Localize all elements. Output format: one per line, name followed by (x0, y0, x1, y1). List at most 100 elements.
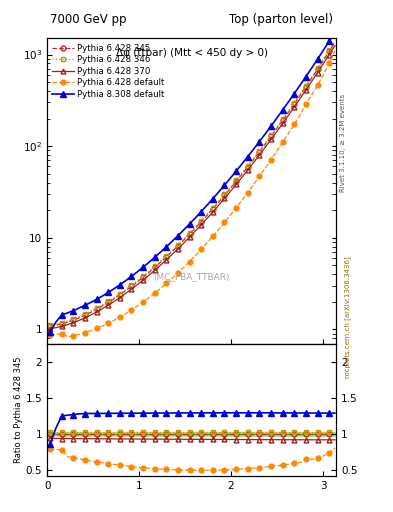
Pythia 6.428 345 (77, 315, 81, 321)
Pythia 6.428 default (164, 281, 169, 287)
Pythia 6.428 345 (251, 156, 256, 162)
Pythia 8.308 default (176, 232, 180, 239)
Pythia 6.428 345 (123, 288, 128, 294)
Pythia 6.428 346 (187, 230, 192, 236)
Pythia 6.428 345 (309, 75, 314, 81)
Pythia 6.428 345 (286, 109, 291, 115)
Line: Pythia 6.428 370: Pythia 6.428 370 (48, 43, 337, 331)
Bar (47, 432, 336, 436)
Pythia 8.308 default (251, 146, 256, 152)
Pythia 6.428 default (292, 121, 297, 127)
Pythia 6.428 346 (112, 294, 116, 301)
Pythia 6.428 default (315, 82, 320, 89)
Pythia 8.308 default (280, 107, 285, 113)
Pythia 6.428 default (321, 72, 326, 78)
Pythia 6.428 345 (240, 171, 244, 177)
Legend: Pythia 6.428 345, Pythia 6.428 346, Pythia 6.428 370, Pythia 6.428 default, Pyth: Pythia 6.428 345, Pythia 6.428 346, Pyth… (49, 40, 168, 102)
Pythia 6.428 370 (88, 312, 93, 318)
Pythia 8.308 default (182, 227, 186, 233)
Pythia 6.428 default (118, 314, 122, 320)
Pythia 6.428 370 (263, 144, 268, 151)
Pythia 6.428 370 (211, 209, 215, 215)
Line: Pythia 6.428 346: Pythia 6.428 346 (48, 39, 337, 327)
Pythia 8.308 default (112, 286, 116, 292)
Pythia 6.428 default (48, 332, 52, 338)
Pythia 6.428 346 (298, 91, 303, 97)
Pythia 6.428 370 (199, 222, 204, 228)
Pythia 8.308 default (332, 29, 337, 35)
Pythia 6.428 370 (147, 272, 151, 279)
Pythia 6.428 default (59, 330, 64, 336)
Pythia 6.428 default (309, 92, 314, 98)
Pythia 6.428 default (286, 131, 291, 137)
Pythia 6.428 345 (141, 274, 145, 281)
Pythia 6.428 346 (303, 82, 308, 89)
Pythia 6.428 346 (240, 170, 244, 176)
Pythia 6.428 346 (71, 316, 76, 322)
Pythia 6.428 370 (53, 325, 58, 331)
Pythia 6.428 default (53, 331, 58, 337)
Pythia 6.428 346 (83, 311, 87, 317)
Pythia 6.428 346 (59, 319, 64, 326)
Pythia 6.428 default (170, 275, 174, 282)
Pythia 6.428 346 (292, 99, 297, 105)
Pythia 6.428 345 (59, 321, 64, 327)
Pythia 6.428 345 (65, 319, 70, 325)
Pythia 8.308 default (123, 278, 128, 284)
Pythia 6.428 345 (135, 279, 140, 285)
Pythia 6.428 346 (141, 273, 145, 279)
Pythia 8.308 default (77, 305, 81, 311)
Pythia 6.428 370 (187, 234, 192, 240)
Pythia 6.428 default (274, 148, 279, 154)
Pythia 8.308 default (303, 74, 308, 80)
Pythia 6.428 346 (332, 38, 337, 44)
Pythia 8.308 default (315, 56, 320, 62)
Pythia 6.428 370 (298, 96, 303, 102)
Pythia 8.308 default (292, 91, 297, 97)
Pythia 6.428 345 (118, 292, 122, 298)
Pythia 8.308 default (170, 238, 174, 244)
Pythia 6.428 346 (269, 132, 274, 138)
Pythia 8.308 default (199, 208, 204, 215)
Pythia 6.428 346 (170, 247, 174, 253)
Pythia 6.428 default (280, 139, 285, 145)
Pythia 6.428 346 (118, 291, 122, 297)
Pythia 6.428 346 (164, 253, 169, 259)
Pythia 6.428 345 (222, 193, 227, 199)
Pythia 6.428 346 (199, 218, 204, 224)
Pythia 6.428 345 (332, 39, 337, 46)
Pythia 6.428 346 (158, 258, 163, 264)
Pythia 6.428 default (205, 240, 209, 246)
Pythia 6.428 345 (152, 264, 157, 270)
Pythia 6.428 370 (100, 306, 105, 312)
Pythia 6.428 346 (309, 74, 314, 80)
Pythia 6.428 346 (48, 322, 52, 328)
Pythia 8.308 default (158, 249, 163, 255)
Pythia 6.428 default (332, 48, 337, 54)
Pythia 6.428 370 (48, 326, 52, 332)
Pythia 6.428 370 (106, 302, 110, 308)
Pythia 6.428 370 (129, 286, 134, 292)
Pythia 6.428 default (303, 101, 308, 107)
Pythia 6.428 370 (164, 257, 169, 263)
Pythia 6.428 370 (327, 52, 331, 58)
Pythia 8.308 default (187, 221, 192, 227)
Pythia 6.428 default (112, 317, 116, 324)
Pythia 6.428 345 (292, 101, 297, 107)
Pythia 6.428 default (135, 303, 140, 309)
Line: Pythia 6.428 default: Pythia 6.428 default (48, 49, 337, 339)
Pythia 6.428 370 (83, 315, 87, 321)
Pythia 6.428 346 (53, 321, 58, 327)
Pythia 6.428 default (240, 197, 244, 203)
Pythia 6.428 370 (94, 309, 99, 315)
Pythia 8.308 default (274, 115, 279, 121)
Pythia 6.428 346 (251, 155, 256, 161)
Pythia 6.428 370 (141, 277, 145, 283)
Pythia 6.428 370 (309, 78, 314, 84)
Pythia 6.428 370 (286, 112, 291, 118)
Pythia 6.428 346 (176, 242, 180, 248)
Pythia 8.308 default (94, 296, 99, 303)
Pythia 6.428 345 (94, 306, 99, 312)
Pythia 6.428 370 (269, 136, 274, 142)
Pythia 6.428 default (141, 299, 145, 305)
